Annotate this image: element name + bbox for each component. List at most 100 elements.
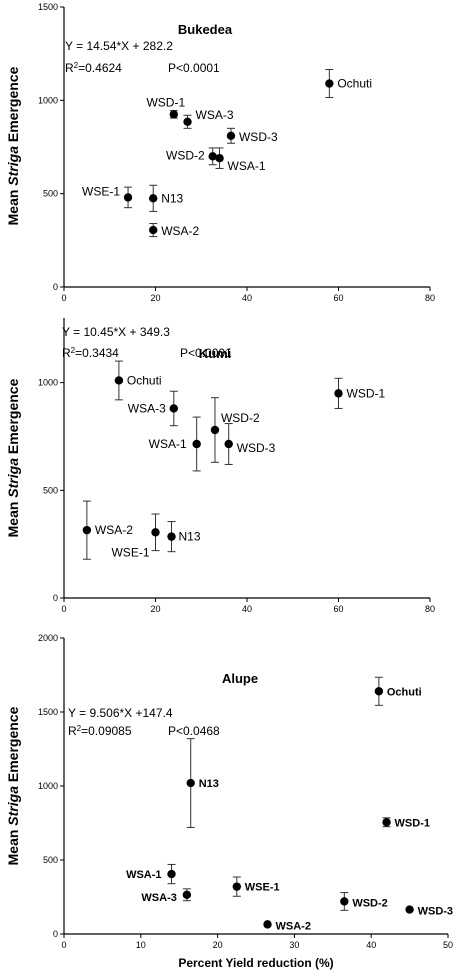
chart-title: Kumi bbox=[199, 346, 232, 361]
data-point-n13 bbox=[186, 778, 195, 788]
p-value: P<0.0001 bbox=[180, 346, 232, 360]
data-point-wsd-2 bbox=[208, 152, 217, 161]
y-tick-label: 0 bbox=[53, 282, 58, 292]
chart-title: Alupe bbox=[222, 671, 258, 686]
y-axis-label: Mean Striga Emergence bbox=[5, 66, 21, 225]
point-label-ochuti: Ochuti bbox=[387, 686, 422, 698]
point-label-wsa-1: WSA-1 bbox=[126, 869, 161, 881]
x-tick-label: 40 bbox=[242, 293, 252, 303]
point-label-wsa-3: WSA-3 bbox=[128, 401, 166, 415]
data-point-wsd-1 bbox=[382, 818, 391, 827]
y-tick-label: 500 bbox=[43, 189, 58, 199]
chart-panel-kumi: 0 20 40 60 80 0 500 1000 Mean Striga Emergence Ku… bbox=[5, 318, 435, 614]
point-label-wsd-3: WSD-3 bbox=[239, 130, 278, 144]
point-label-wsd-1: WSD-1 bbox=[347, 386, 386, 400]
point-label-wsa-2: WSA-2 bbox=[276, 920, 311, 932]
y-tick-label: 0 bbox=[53, 929, 58, 939]
data-point-wsa-2 bbox=[149, 225, 158, 235]
y-axis-label: Mean Striga Emergence bbox=[5, 378, 21, 537]
chart-title: Bukedea bbox=[178, 22, 233, 37]
data-point-wsd-2 bbox=[210, 425, 220, 435]
p-value: P<0.0001 bbox=[168, 61, 220, 75]
point-label-wsa-2: WSA-2 bbox=[95, 523, 133, 537]
x-tick-label: 30 bbox=[289, 940, 299, 950]
x-tick-label: 40 bbox=[366, 940, 376, 950]
data-point-wsd-1 bbox=[169, 110, 178, 119]
data-point-wsd-1 bbox=[334, 389, 343, 398]
point-label-wsd-2: WSD-2 bbox=[221, 411, 260, 425]
x-tick-label: 20 bbox=[150, 293, 160, 303]
data-point-wse-1 bbox=[151, 528, 160, 537]
point-label-wsa-1: WSA-1 bbox=[228, 159, 266, 173]
point-label-n13: N13 bbox=[199, 778, 219, 790]
data-point-wsa-3 bbox=[182, 890, 192, 899]
point-label-n13: N13 bbox=[179, 530, 201, 544]
x-tick-label: 0 bbox=[61, 604, 66, 614]
x-tick-label: 0 bbox=[61, 940, 66, 950]
data-point-n13 bbox=[149, 194, 158, 203]
point-label-wse-1: WSE-1 bbox=[82, 184, 120, 198]
y-tick-label: 1000 bbox=[38, 781, 58, 791]
x-tick-label: 50 bbox=[443, 940, 453, 950]
point-label-wsd-2: WSD-2 bbox=[352, 897, 387, 909]
r-squared-value: R2=0.09085 bbox=[68, 724, 132, 739]
data-point-n13 bbox=[167, 532, 176, 541]
x-tick-label: 40 bbox=[242, 604, 252, 614]
r-squared-value: R2=0.4624 bbox=[65, 61, 122, 76]
y-tick-label: 1500 bbox=[38, 707, 58, 717]
y-tick-label: 500 bbox=[43, 485, 58, 495]
data-point-ochuti bbox=[325, 79, 334, 88]
data-point-wsa-3 bbox=[183, 117, 192, 127]
point-label-wsd-3: WSD-3 bbox=[237, 441, 276, 455]
y-tick-label: 1000 bbox=[38, 95, 58, 105]
point-label-ochuti: Ochuti bbox=[127, 373, 162, 387]
data-point-ochuti bbox=[374, 687, 384, 696]
r-squared-value: R2=0.3434 bbox=[62, 346, 119, 361]
x-tick-label: 20 bbox=[150, 604, 160, 614]
x-axis-label: Percent Yield reduction (%) bbox=[178, 956, 333, 970]
point-label-wsa-2: WSA-2 bbox=[161, 224, 199, 238]
x-tick-label: 60 bbox=[333, 293, 343, 303]
p-value: P<0.0468 bbox=[168, 724, 220, 738]
x-tick-label: 0 bbox=[61, 293, 66, 303]
point-label-wsa-1: WSA-1 bbox=[149, 437, 187, 451]
data-point-wsa-1 bbox=[215, 154, 224, 163]
data-point-wsa-2 bbox=[263, 920, 272, 929]
point-label-wse-1: WSE-1 bbox=[245, 882, 280, 894]
data-point-wse-1 bbox=[123, 193, 133, 202]
point-label-wsd-1: WSD-1 bbox=[395, 817, 430, 829]
point-label-ochuti: Ochuti bbox=[337, 77, 372, 91]
y-tick-label: 1500 bbox=[38, 2, 58, 12]
x-tick-label: 60 bbox=[333, 604, 343, 614]
data-point-wsd-3 bbox=[224, 439, 233, 449]
point-label-wsd-3: WSD-3 bbox=[418, 906, 453, 918]
x-tick-label: 80 bbox=[425, 604, 435, 614]
data-point-wsd-3 bbox=[405, 905, 414, 914]
x-tick-label: 10 bbox=[136, 940, 146, 950]
data-point-wsa-2 bbox=[82, 525, 92, 535]
data-point-wsd-2 bbox=[340, 897, 349, 906]
chart-panel-bukedea: 0 20 40 60 80 0 500 1000 1500 Mean Striga Emergen… bbox=[5, 2, 435, 303]
data-point-wse-1 bbox=[232, 882, 241, 891]
x-tick-label: 20 bbox=[213, 940, 223, 950]
regression-equation: Y = 9.506*X +147.4 bbox=[68, 706, 173, 720]
data-point-ochuti bbox=[114, 376, 124, 385]
point-label-n13: N13 bbox=[161, 191, 183, 205]
y-tick-label: 0 bbox=[53, 593, 58, 603]
point-label-wse-1: WSE-1 bbox=[111, 545, 149, 559]
y-axis-label: Mean Striga Emergence bbox=[5, 706, 21, 865]
regression-equation: Y = 14.54*X + 282.2 bbox=[65, 39, 173, 53]
y-tick-label: 2000 bbox=[38, 633, 58, 643]
point-label-wsd-2: WSD-2 bbox=[166, 148, 205, 162]
data-point-wsa-1 bbox=[192, 439, 201, 449]
y-tick-label: 1000 bbox=[38, 378, 58, 388]
point-label-wsd-1: WSD-1 bbox=[146, 95, 185, 109]
data-point-wsa-1 bbox=[167, 869, 176, 879]
regression-equation: Y = 10.45*X + 349.3 bbox=[62, 325, 170, 339]
point-label-wsa-3: WSA-3 bbox=[196, 108, 234, 122]
data-point-wsa-3 bbox=[169, 404, 178, 413]
data-point-wsd-3 bbox=[226, 131, 236, 140]
point-label-wsa-3: WSA-3 bbox=[141, 892, 176, 904]
